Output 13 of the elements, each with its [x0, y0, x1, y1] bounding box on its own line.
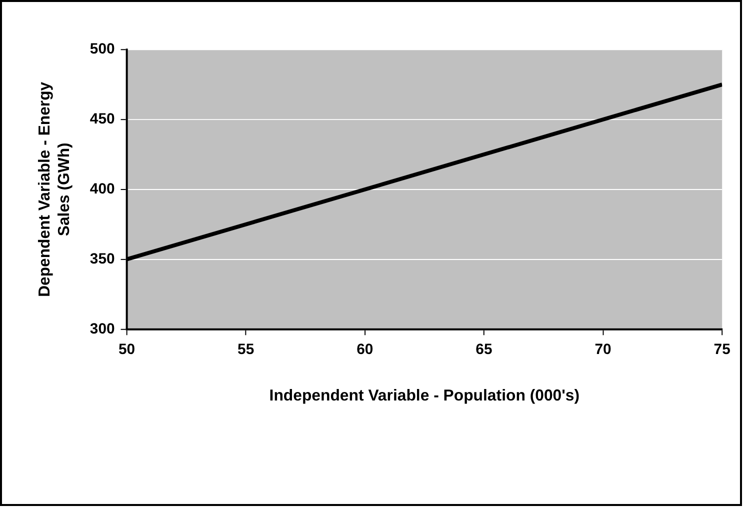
x-tick-label: 55 [238, 342, 254, 358]
y-tick-label: 350 [90, 251, 115, 268]
y-tick-label: 400 [90, 182, 115, 198]
y-tick-label: 500 [90, 42, 115, 58]
y-axis-title: Dependent Variable - Energy Sales (GWh) [36, 82, 73, 297]
y-tick-label: 450 [90, 112, 115, 128]
x-tick-label: 75 [714, 342, 730, 358]
x-tick-label: 70 [594, 342, 612, 358]
x-tick-label: 60 [356, 342, 374, 358]
x-tick-label: 50 [118, 342, 136, 358]
y-tick-label: 300 [90, 321, 115, 338]
x-tick-label: 65 [476, 342, 492, 358]
x-axis-title: Independent Variable - Population (000's) [269, 388, 580, 405]
